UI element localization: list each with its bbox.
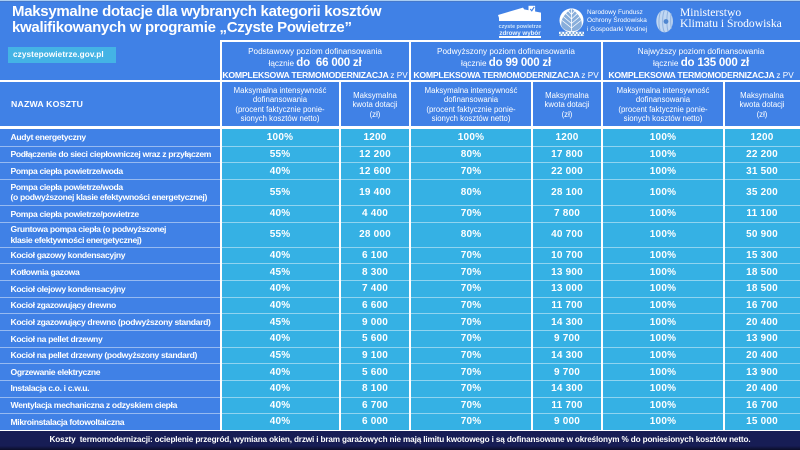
svg-text:czyste powietrze: czyste powietrze xyxy=(499,24,542,30)
svg-text:zdrowy wybór: zdrowy wybór xyxy=(499,30,541,37)
